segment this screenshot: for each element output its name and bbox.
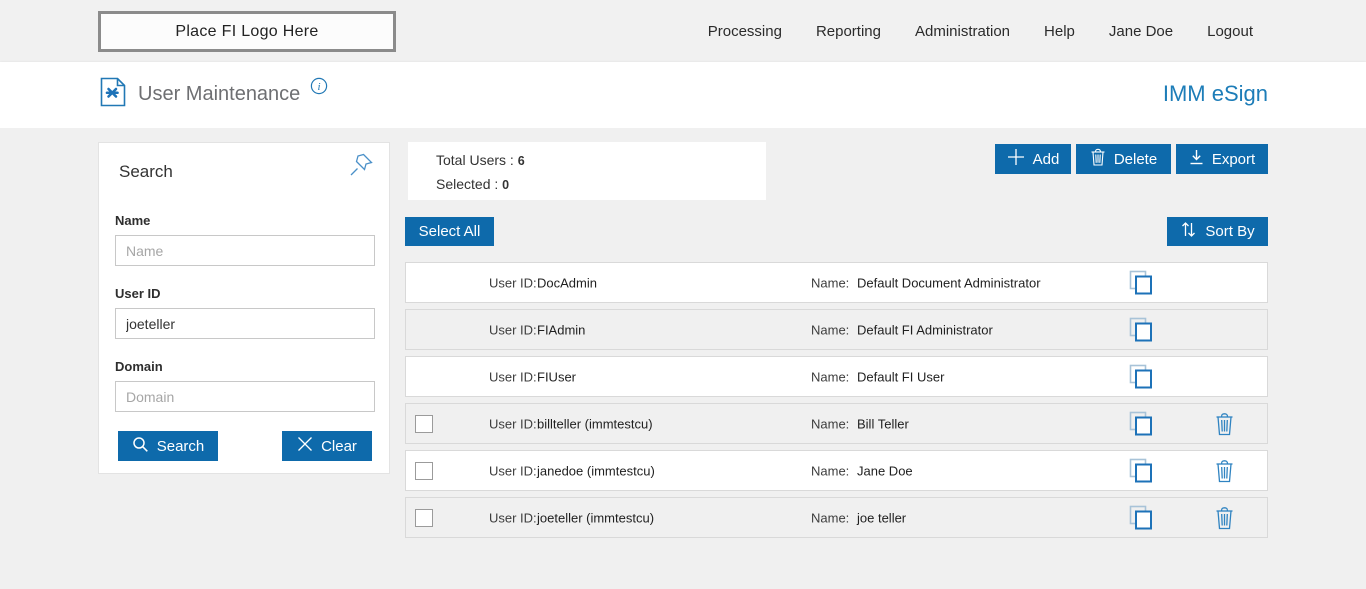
- nav-administration[interactable]: Administration: [914, 22, 1011, 40]
- name-input[interactable]: [115, 235, 375, 266]
- fi-logo-placeholder[interactable]: Place FI Logo Here: [98, 11, 396, 52]
- top-navigation: Processing Reporting Administration Help…: [708, 0, 1253, 62]
- userid-field-label: User ID: [115, 286, 161, 301]
- svg-text:i: i: [318, 81, 321, 93]
- copy-user-icon[interactable]: [1129, 458, 1154, 484]
- user-id-value: billteller (immtestcu): [537, 416, 653, 431]
- trash-icon: [1090, 148, 1106, 170]
- user-name-label: Name:: [811, 369, 850, 384]
- delete-user-icon[interactable]: [1214, 459, 1235, 483]
- top-action-buttons: Add Delete Export: [995, 144, 1268, 174]
- name-field-label: Name: [115, 213, 151, 228]
- sort-by-label: Sort By: [1205, 223, 1255, 240]
- user-id-value: joeteller (immtestcu): [537, 510, 655, 525]
- select-all-label: Select All: [418, 223, 481, 240]
- user-row: User ID: FIUser Name: Default FI User: [405, 356, 1268, 397]
- nav-processing[interactable]: Processing: [707, 22, 782, 40]
- add-button-label: Add: [1032, 150, 1060, 168]
- user-id-label: User ID:: [489, 463, 537, 478]
- search-button-label: Search: [156, 437, 205, 455]
- sort-by-button[interactable]: Sort By: [1167, 217, 1268, 246]
- user-list: User ID: DocAdmin Name: Default Document…: [405, 262, 1268, 544]
- fi-logo-text: Place FI Logo Here: [175, 22, 319, 40]
- domain-input[interactable]: [115, 381, 375, 412]
- export-button-label: Export: [1211, 150, 1256, 168]
- download-icon: [1189, 149, 1204, 169]
- total-users-label: Total Users :: [436, 152, 514, 168]
- user-row: User ID: billteller (immtestcu) Name: Bi…: [405, 403, 1268, 444]
- user-row-checkbox[interactable]: [415, 508, 433, 527]
- user-name-label: Name:: [811, 416, 850, 431]
- total-users-line: Total Users : 6: [436, 152, 525, 168]
- user-row: User ID: joeteller (immtestcu) Name: joe…: [405, 497, 1268, 538]
- title-group: User Maintenance i: [100, 77, 328, 112]
- user-name-label: Name:: [811, 463, 850, 478]
- user-row-checkbox[interactable]: [415, 414, 433, 433]
- user-name-label: Name:: [811, 275, 850, 290]
- nav-logout[interactable]: Logout: [1207, 22, 1253, 40]
- add-button[interactable]: Add: [995, 144, 1071, 174]
- user-id-label: User ID:: [489, 275, 537, 290]
- user-name-value: Default FI User: [857, 369, 945, 384]
- delete-user-icon[interactable]: [1214, 412, 1235, 436]
- pin-icon[interactable]: [348, 151, 375, 183]
- user-maintenance-doc-icon: [100, 77, 126, 112]
- user-name-value: Default Document Administrator: [857, 275, 1041, 290]
- copy-user-icon[interactable]: [1129, 411, 1154, 437]
- user-id-label: User ID:: [489, 369, 537, 384]
- user-id-label: User ID:: [489, 322, 537, 337]
- brand-imm-esign: IMM eSign: [1162, 81, 1268, 106]
- user-id-value: janedoe (immtestcu): [537, 463, 655, 478]
- clear-button[interactable]: Clear: [282, 431, 372, 461]
- copy-user-icon[interactable]: [1129, 364, 1154, 390]
- search-button[interactable]: Search: [118, 431, 218, 461]
- select-all-button[interactable]: Select All: [405, 217, 494, 246]
- user-id-label: User ID:: [489, 510, 537, 525]
- nav-user-jane-doe[interactable]: Jane Doe: [1108, 22, 1174, 40]
- copy-user-icon[interactable]: [1129, 270, 1154, 296]
- delete-user-icon[interactable]: [1214, 506, 1235, 530]
- user-name-value: Bill Teller: [857, 416, 909, 431]
- user-id-label: User ID:: [489, 416, 537, 431]
- selected-label: Selected :: [436, 176, 499, 192]
- clear-button-label: Clear: [321, 437, 357, 455]
- plus-icon: [1007, 148, 1025, 170]
- nav-reporting[interactable]: Reporting: [815, 22, 881, 40]
- search-icon: [132, 436, 149, 457]
- x-icon: [297, 436, 313, 456]
- sort-arrows-icon: [1180, 221, 1197, 242]
- selected-line: Selected : 0: [436, 176, 509, 192]
- copy-user-icon[interactable]: [1129, 505, 1154, 531]
- user-name-label: Name:: [811, 322, 850, 337]
- userid-input[interactable]: [115, 308, 375, 339]
- user-row: User ID: janedoe (immtestcu) Name: Jane …: [405, 450, 1268, 491]
- search-panel: Search Name User ID Domain Search Clear: [98, 142, 390, 474]
- user-row: User ID: FIAdmin Name: Default FI Admini…: [405, 309, 1268, 350]
- user-name-value: joe teller: [857, 510, 907, 525]
- delete-button-label: Delete: [1113, 150, 1158, 168]
- user-row-checkbox[interactable]: [415, 461, 433, 480]
- export-button[interactable]: Export: [1176, 144, 1268, 174]
- nav-help[interactable]: Help: [1044, 22, 1075, 40]
- delete-button[interactable]: Delete: [1076, 144, 1171, 174]
- user-name-label: Name:: [811, 510, 850, 525]
- info-icon[interactable]: i: [310, 77, 328, 95]
- domain-field-label: Domain: [115, 359, 163, 374]
- user-name-value: Jane Doe: [857, 463, 913, 478]
- user-id-value: FIUser: [537, 369, 576, 384]
- total-users-value: 6: [517, 154, 525, 168]
- user-id-value: FIAdmin: [537, 322, 586, 337]
- search-panel-title: Search: [119, 162, 173, 181]
- selected-value: 0: [502, 178, 510, 192]
- top-bar: Place FI Logo Here Processing Reporting …: [0, 0, 1366, 62]
- copy-user-icon[interactable]: [1129, 317, 1154, 343]
- user-row: User ID: DocAdmin Name: Default Document…: [405, 262, 1268, 303]
- user-id-value: DocAdmin: [537, 275, 597, 290]
- page-header: User Maintenance i IMM eSign: [0, 62, 1366, 128]
- summary-box: Total Users : 6 Selected : 0: [408, 142, 766, 200]
- page-title: User Maintenance: [138, 83, 301, 105]
- user-name-value: Default FI Administrator: [857, 322, 993, 337]
